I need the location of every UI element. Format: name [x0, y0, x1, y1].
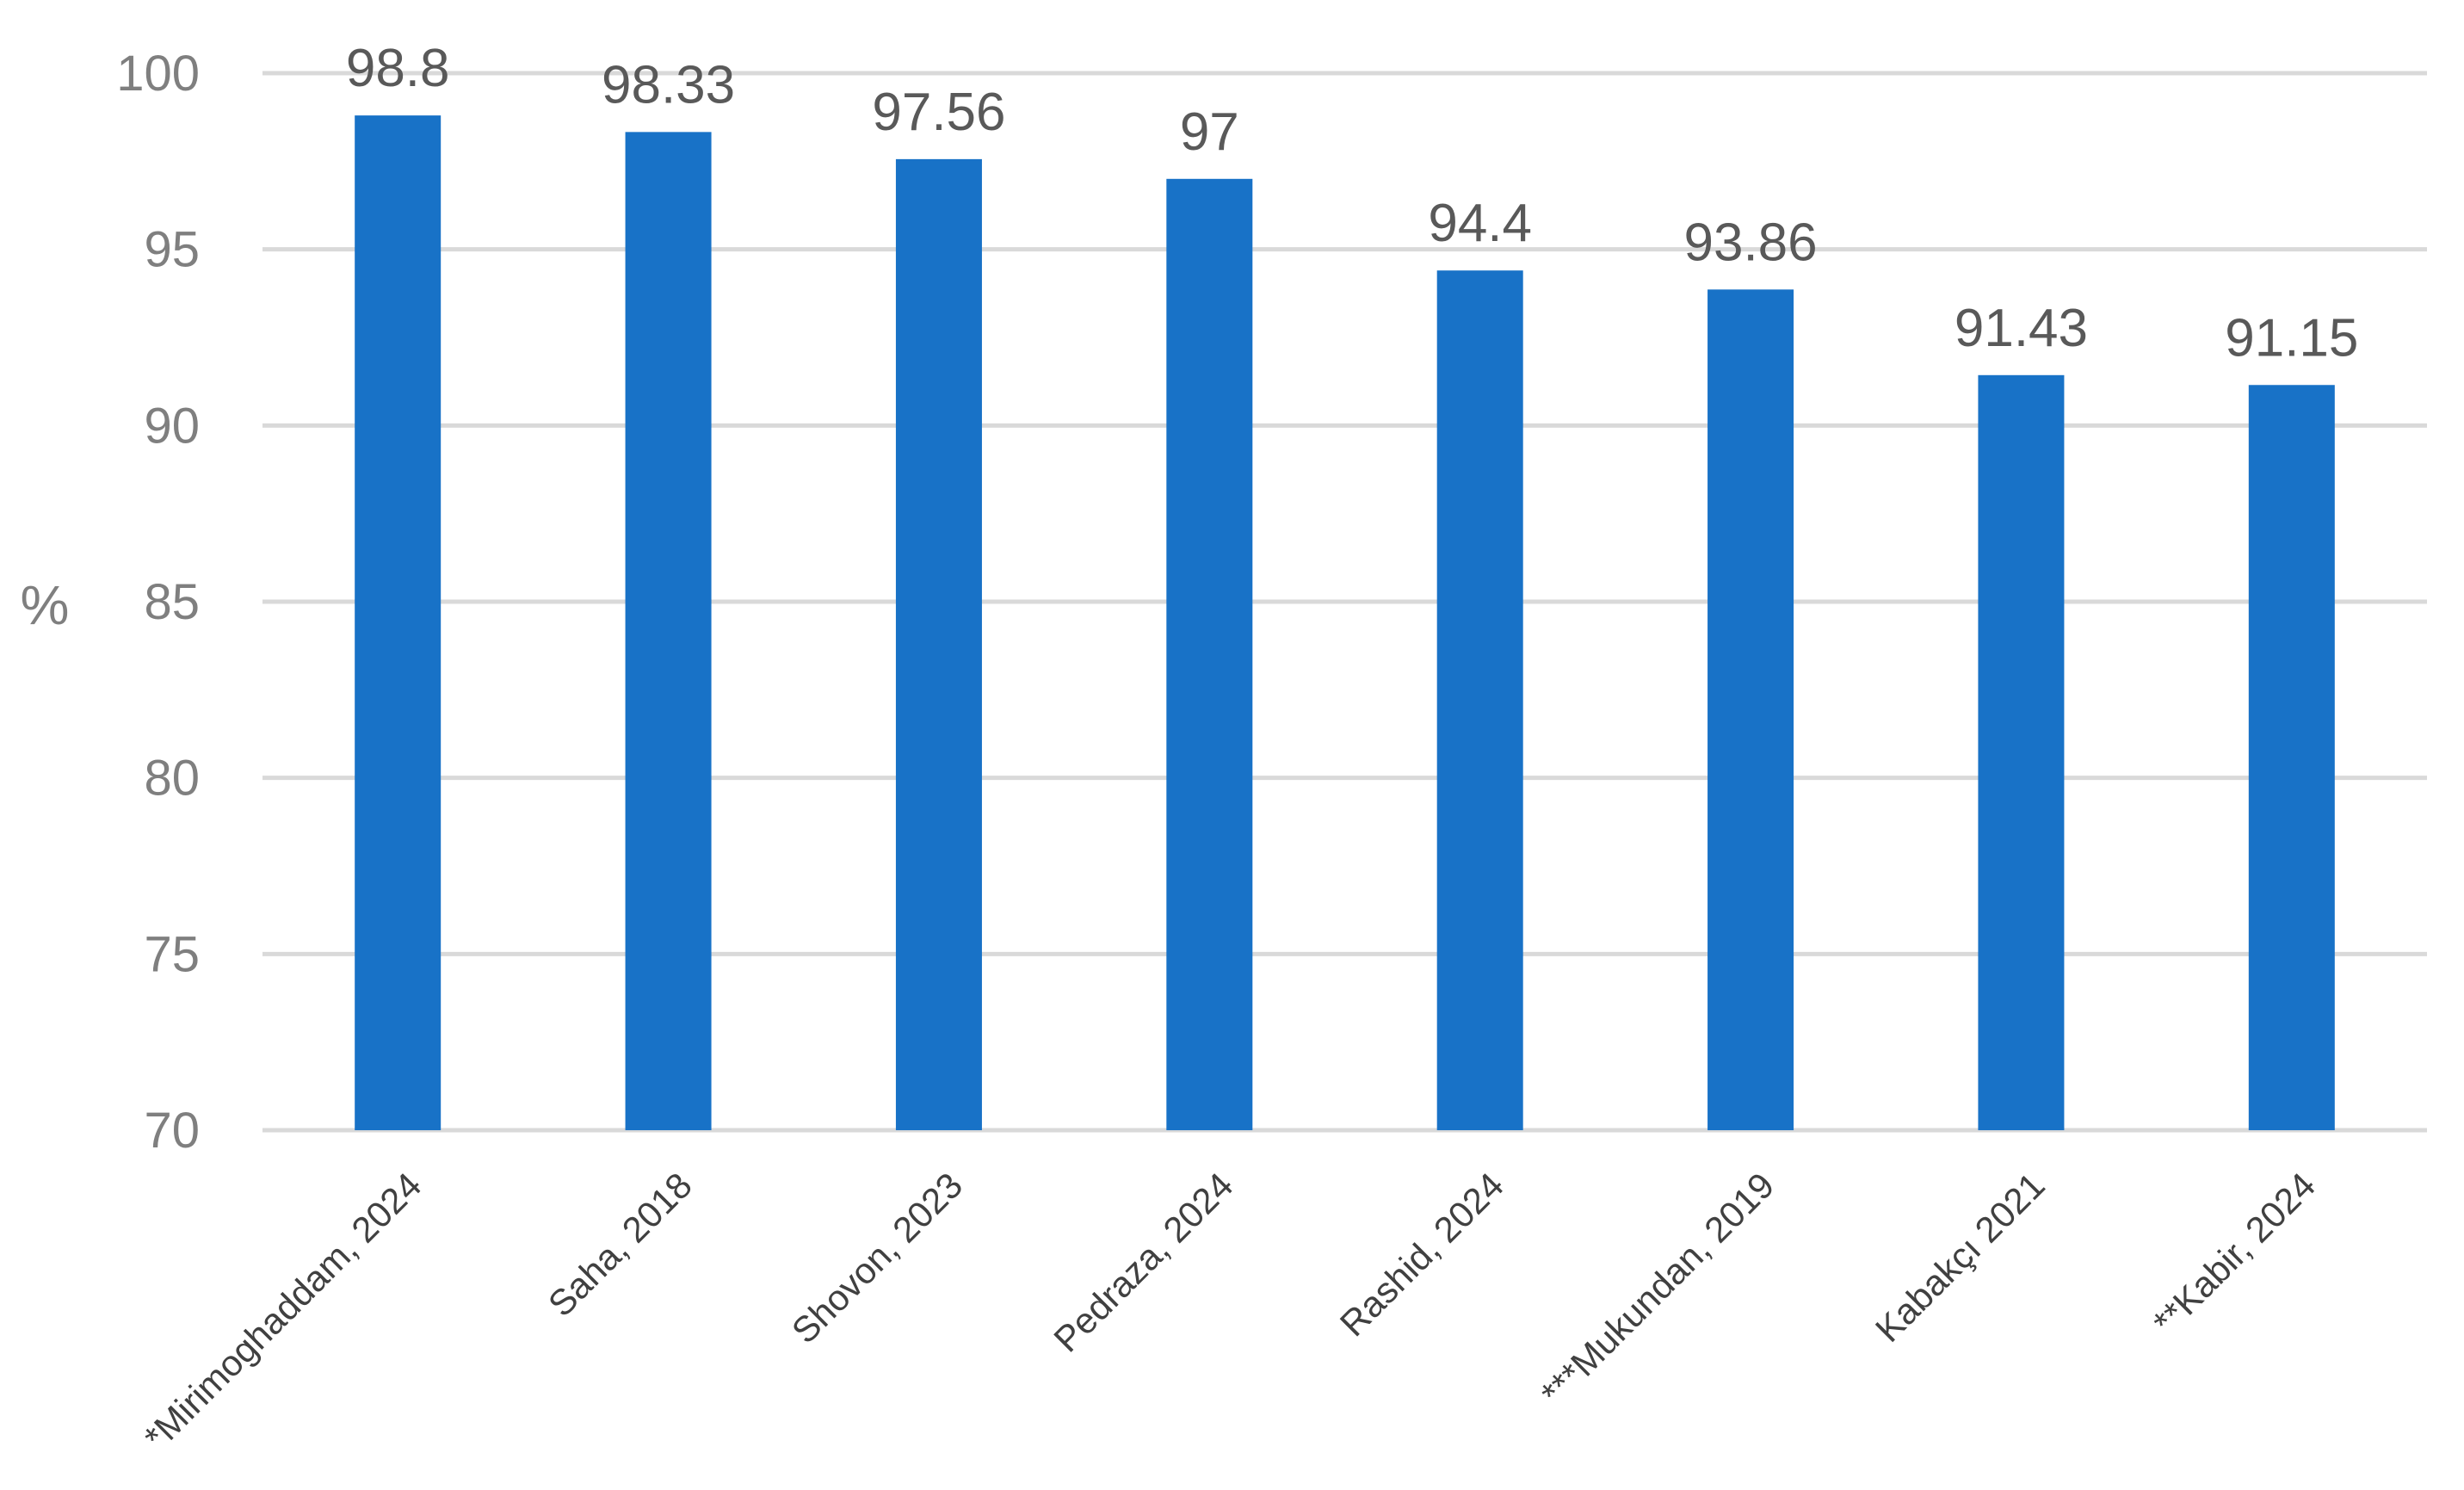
- x-tick-label: *Mirimoghaddam, 2024: [136, 1165, 429, 1457]
- y-tick-label: 90: [144, 398, 200, 454]
- data-label: 93.86: [1683, 213, 1817, 272]
- data-label: 98.8: [346, 39, 450, 98]
- bar: [625, 132, 712, 1131]
- x-tick-label: ***Mukundan, 2019: [1533, 1165, 1782, 1413]
- y-axis-label: %: [21, 574, 70, 636]
- x-tick-label: Kabakçı 2021: [1868, 1165, 2053, 1350]
- x-tick-label: Rashid, 2024: [1332, 1165, 1511, 1344]
- bars: [355, 115, 2335, 1131]
- data-label: 91.43: [1955, 299, 2088, 358]
- y-tick-label: 80: [144, 751, 200, 807]
- y-tick-label: 75: [144, 926, 200, 982]
- data-label: 97: [1180, 102, 1239, 162]
- y-axis-ticks: 70 75 80 85 90 95 100: [116, 46, 200, 1159]
- bar: [1166, 178, 1253, 1130]
- bar: [355, 115, 442, 1130]
- bar: [1708, 289, 1794, 1130]
- data-label: 91.15: [2225, 308, 2358, 368]
- bar: [1436, 270, 1523, 1130]
- data-labels: 98.8 98.33 97.56 97 94.4 93.86 91.43 91.15: [346, 39, 2359, 368]
- x-tick-label: Shovon, 2023: [784, 1165, 971, 1351]
- x-tick-label: Saha, 2018: [540, 1165, 700, 1324]
- bar: [2248, 385, 2335, 1130]
- y-tick-label: 95: [144, 222, 200, 278]
- y-tick-label: 70: [144, 1103, 200, 1159]
- data-label: 97.56: [872, 83, 1005, 142]
- bar: [895, 158, 982, 1131]
- x-axis-ticks: *Mirimoghaddam, 2024 Saha, 2018 Shovon, 20…: [136, 1165, 2323, 1457]
- data-label: 94.4: [1428, 194, 1532, 253]
- x-tick-label: Pedraza, 2024: [1046, 1165, 1240, 1359]
- y-tick-label: 100: [116, 46, 200, 102]
- gridlines: [262, 71, 2427, 1133]
- x-tick-label: **Kabir, 2024: [2146, 1165, 2324, 1343]
- data-label: 98.33: [602, 55, 735, 114]
- y-tick-label: 85: [144, 574, 200, 630]
- bar: [1978, 374, 2065, 1130]
